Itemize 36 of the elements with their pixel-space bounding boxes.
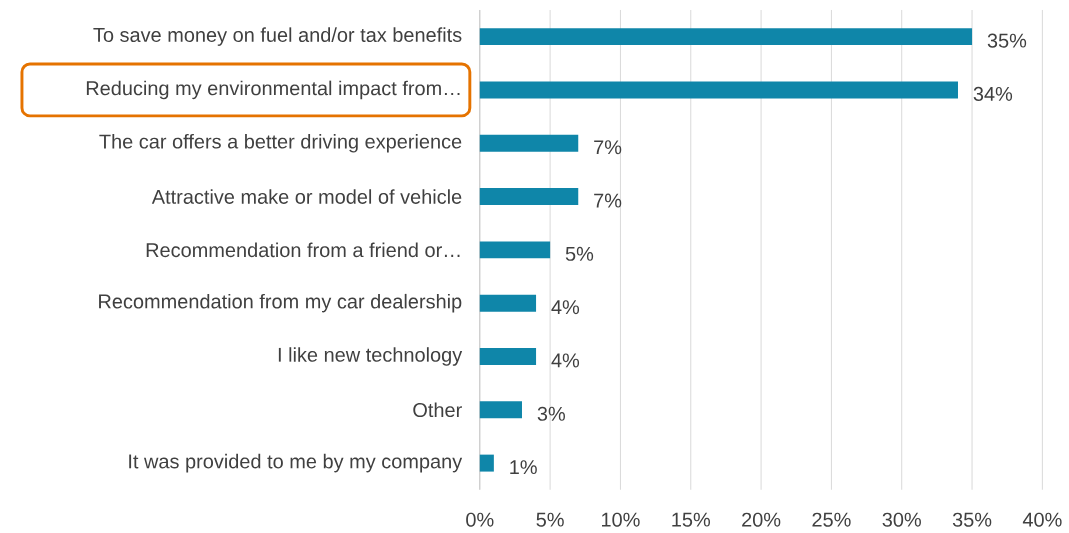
- data-label: 7%: [594, 140, 622, 155]
- y-tick-label: It was provided to me by my company: [129, 453, 463, 473]
- y-tick-label: The car offers a better driving experience: [99, 133, 462, 153]
- x-tick-label: 30%: [882, 512, 921, 527]
- y-tick-label: Reducing my environmental impact from…: [86, 80, 460, 100]
- bar: [479, 134, 579, 152]
- y-tick-label: Recommendation from a friend or…: [146, 242, 460, 257]
- data-label: 35%: [987, 33, 1027, 48]
- y-tick-label: Attractive make or model of vehicle: [151, 189, 462, 204]
- bar: [479, 241, 551, 259]
- bar: [479, 347, 537, 365]
- data-label: 34%: [973, 86, 1013, 101]
- data-label: 1%: [510, 459, 537, 474]
- x-tick-label: 25%: [812, 512, 851, 527]
- bar: [479, 401, 522, 419]
- x-tick-label: 5%: [536, 512, 564, 527]
- y-tick-label: I like new technology: [278, 346, 463, 366]
- data-label: 4%: [551, 300, 580, 314]
- x-tick-label: 0%: [466, 512, 494, 527]
- bar: [479, 187, 579, 205]
- y-tick-label: To save money on fuel and/or tax benefits: [93, 27, 462, 46]
- x-tick-label: 20%: [742, 512, 781, 527]
- y-tick-label: Recommendation from my car dealership: [99, 293, 462, 313]
- y-tick-label: Other: [413, 402, 462, 417]
- x-tick-label: 35%: [952, 512, 992, 527]
- bar: [479, 27, 973, 45]
- x-tick-label: 40%: [1022, 512, 1062, 527]
- bar: [479, 454, 494, 472]
- data-label: 3%: [537, 406, 565, 421]
- data-label: 7%: [594, 193, 622, 208]
- x-tick-label: 10%: [602, 512, 640, 527]
- bar: [479, 294, 537, 312]
- bar: [479, 81, 958, 99]
- x-tick-label: 15%: [672, 512, 711, 527]
- data-label: 5%: [565, 246, 594, 261]
- data-label: 4%: [551, 353, 580, 368]
